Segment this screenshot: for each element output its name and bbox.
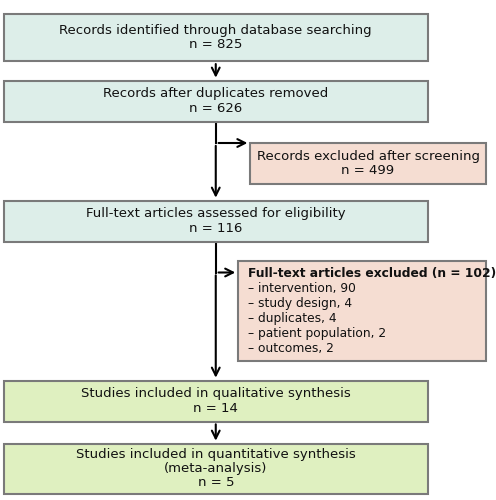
Text: n = 14: n = 14	[193, 402, 238, 414]
FancyBboxPatch shape	[238, 261, 486, 361]
Text: n = 5: n = 5	[197, 476, 234, 489]
Text: n = 626: n = 626	[189, 102, 243, 114]
FancyBboxPatch shape	[4, 80, 428, 122]
Text: – study design, 4: – study design, 4	[248, 297, 352, 310]
Text: n = 499: n = 499	[341, 164, 395, 177]
FancyBboxPatch shape	[250, 143, 486, 184]
Text: – duplicates, 4: – duplicates, 4	[248, 312, 337, 325]
Text: Records identified through database searching: Records identified through database sear…	[60, 24, 372, 37]
Text: – patient population, 2: – patient population, 2	[248, 327, 386, 340]
Text: Studies included in quantitative synthesis: Studies included in quantitative synthes…	[76, 448, 356, 461]
FancyBboxPatch shape	[4, 200, 428, 241]
Text: n = 116: n = 116	[189, 222, 243, 234]
Text: Studies included in qualitative synthesis: Studies included in qualitative synthesi…	[81, 388, 351, 400]
Text: Records excluded after screening: Records excluded after screening	[256, 150, 480, 163]
FancyBboxPatch shape	[4, 380, 428, 422]
FancyBboxPatch shape	[4, 14, 428, 61]
Text: Records after duplicates removed: Records after duplicates removed	[103, 88, 328, 101]
Text: (meta-analysis): (meta-analysis)	[164, 462, 267, 475]
Text: Full-text articles assessed for eligibility: Full-text articles assessed for eligibil…	[86, 208, 346, 220]
Text: n = 825: n = 825	[189, 38, 243, 51]
Text: Full-text articles excluded (n = 102):: Full-text articles excluded (n = 102):	[248, 267, 496, 280]
FancyBboxPatch shape	[4, 444, 428, 494]
Text: – outcomes, 2: – outcomes, 2	[248, 342, 334, 355]
Text: – intervention, 90: – intervention, 90	[248, 282, 356, 295]
